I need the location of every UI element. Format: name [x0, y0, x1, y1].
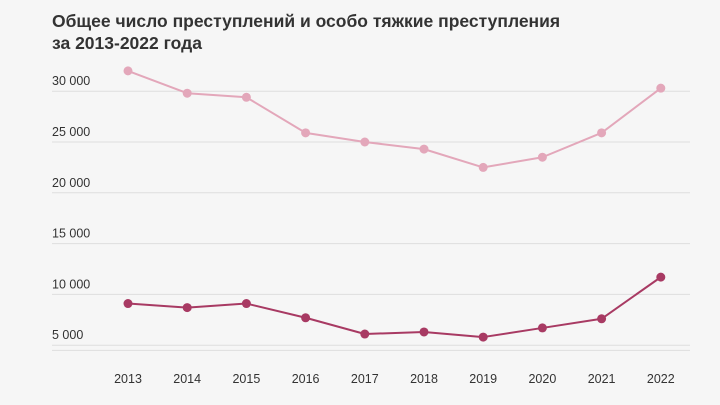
data-point — [656, 272, 666, 282]
data-point — [419, 144, 429, 154]
data-point — [597, 314, 607, 324]
data-point — [478, 162, 488, 172]
x-tick-label: 2016 — [292, 372, 320, 386]
data-point — [182, 88, 192, 98]
x-tick-label: 2022 — [647, 372, 675, 386]
x-tick-label: 2017 — [351, 372, 379, 386]
series-line-1 — [127, 276, 662, 339]
data-point — [360, 137, 370, 147]
data-point — [301, 128, 311, 138]
y-tick-label: 5 000 — [52, 328, 83, 342]
x-tick-label: 2018 — [410, 372, 438, 386]
x-tick-label: 2014 — [173, 372, 201, 386]
data-point — [537, 323, 547, 333]
data-point — [241, 92, 251, 102]
data-point — [597, 128, 607, 138]
x-tick-label: 2013 — [114, 372, 142, 386]
y-tick-label: 10 000 — [52, 277, 90, 291]
x-tick-label: 2015 — [232, 372, 260, 386]
data-point — [537, 152, 547, 162]
data-point — [301, 313, 311, 323]
data-point — [123, 66, 133, 76]
data-point — [123, 299, 133, 309]
data-point — [360, 329, 370, 339]
chart-title: Общее число преступлений и особо тяжкие … — [52, 11, 561, 53]
x-tick-label: 2019 — [469, 372, 497, 386]
x-tick-label: 2020 — [528, 372, 556, 386]
series-group — [123, 66, 666, 342]
y-tick-label: 25 000 — [52, 125, 90, 139]
data-point — [182, 303, 192, 313]
gridlines — [52, 90, 690, 351]
data-point — [241, 299, 251, 309]
y-tick-label: 15 000 — [52, 227, 90, 241]
x-axis-ticks: 2013 2014 2015 2016 2017 2018 2019 2020 2021 2022 — [114, 372, 675, 386]
y-tick-label: 20 000 — [52, 176, 90, 190]
data-point — [478, 332, 488, 342]
data-point — [656, 83, 666, 93]
y-tick-label: 30 000 — [52, 74, 90, 88]
x-tick-label: 2021 — [588, 372, 616, 386]
y-axis-ticks: 5 000 10 000 15 000 20 000 25 000 30 000 — [52, 74, 90, 342]
data-point — [419, 327, 429, 337]
series-line-0 — [127, 69, 662, 169]
